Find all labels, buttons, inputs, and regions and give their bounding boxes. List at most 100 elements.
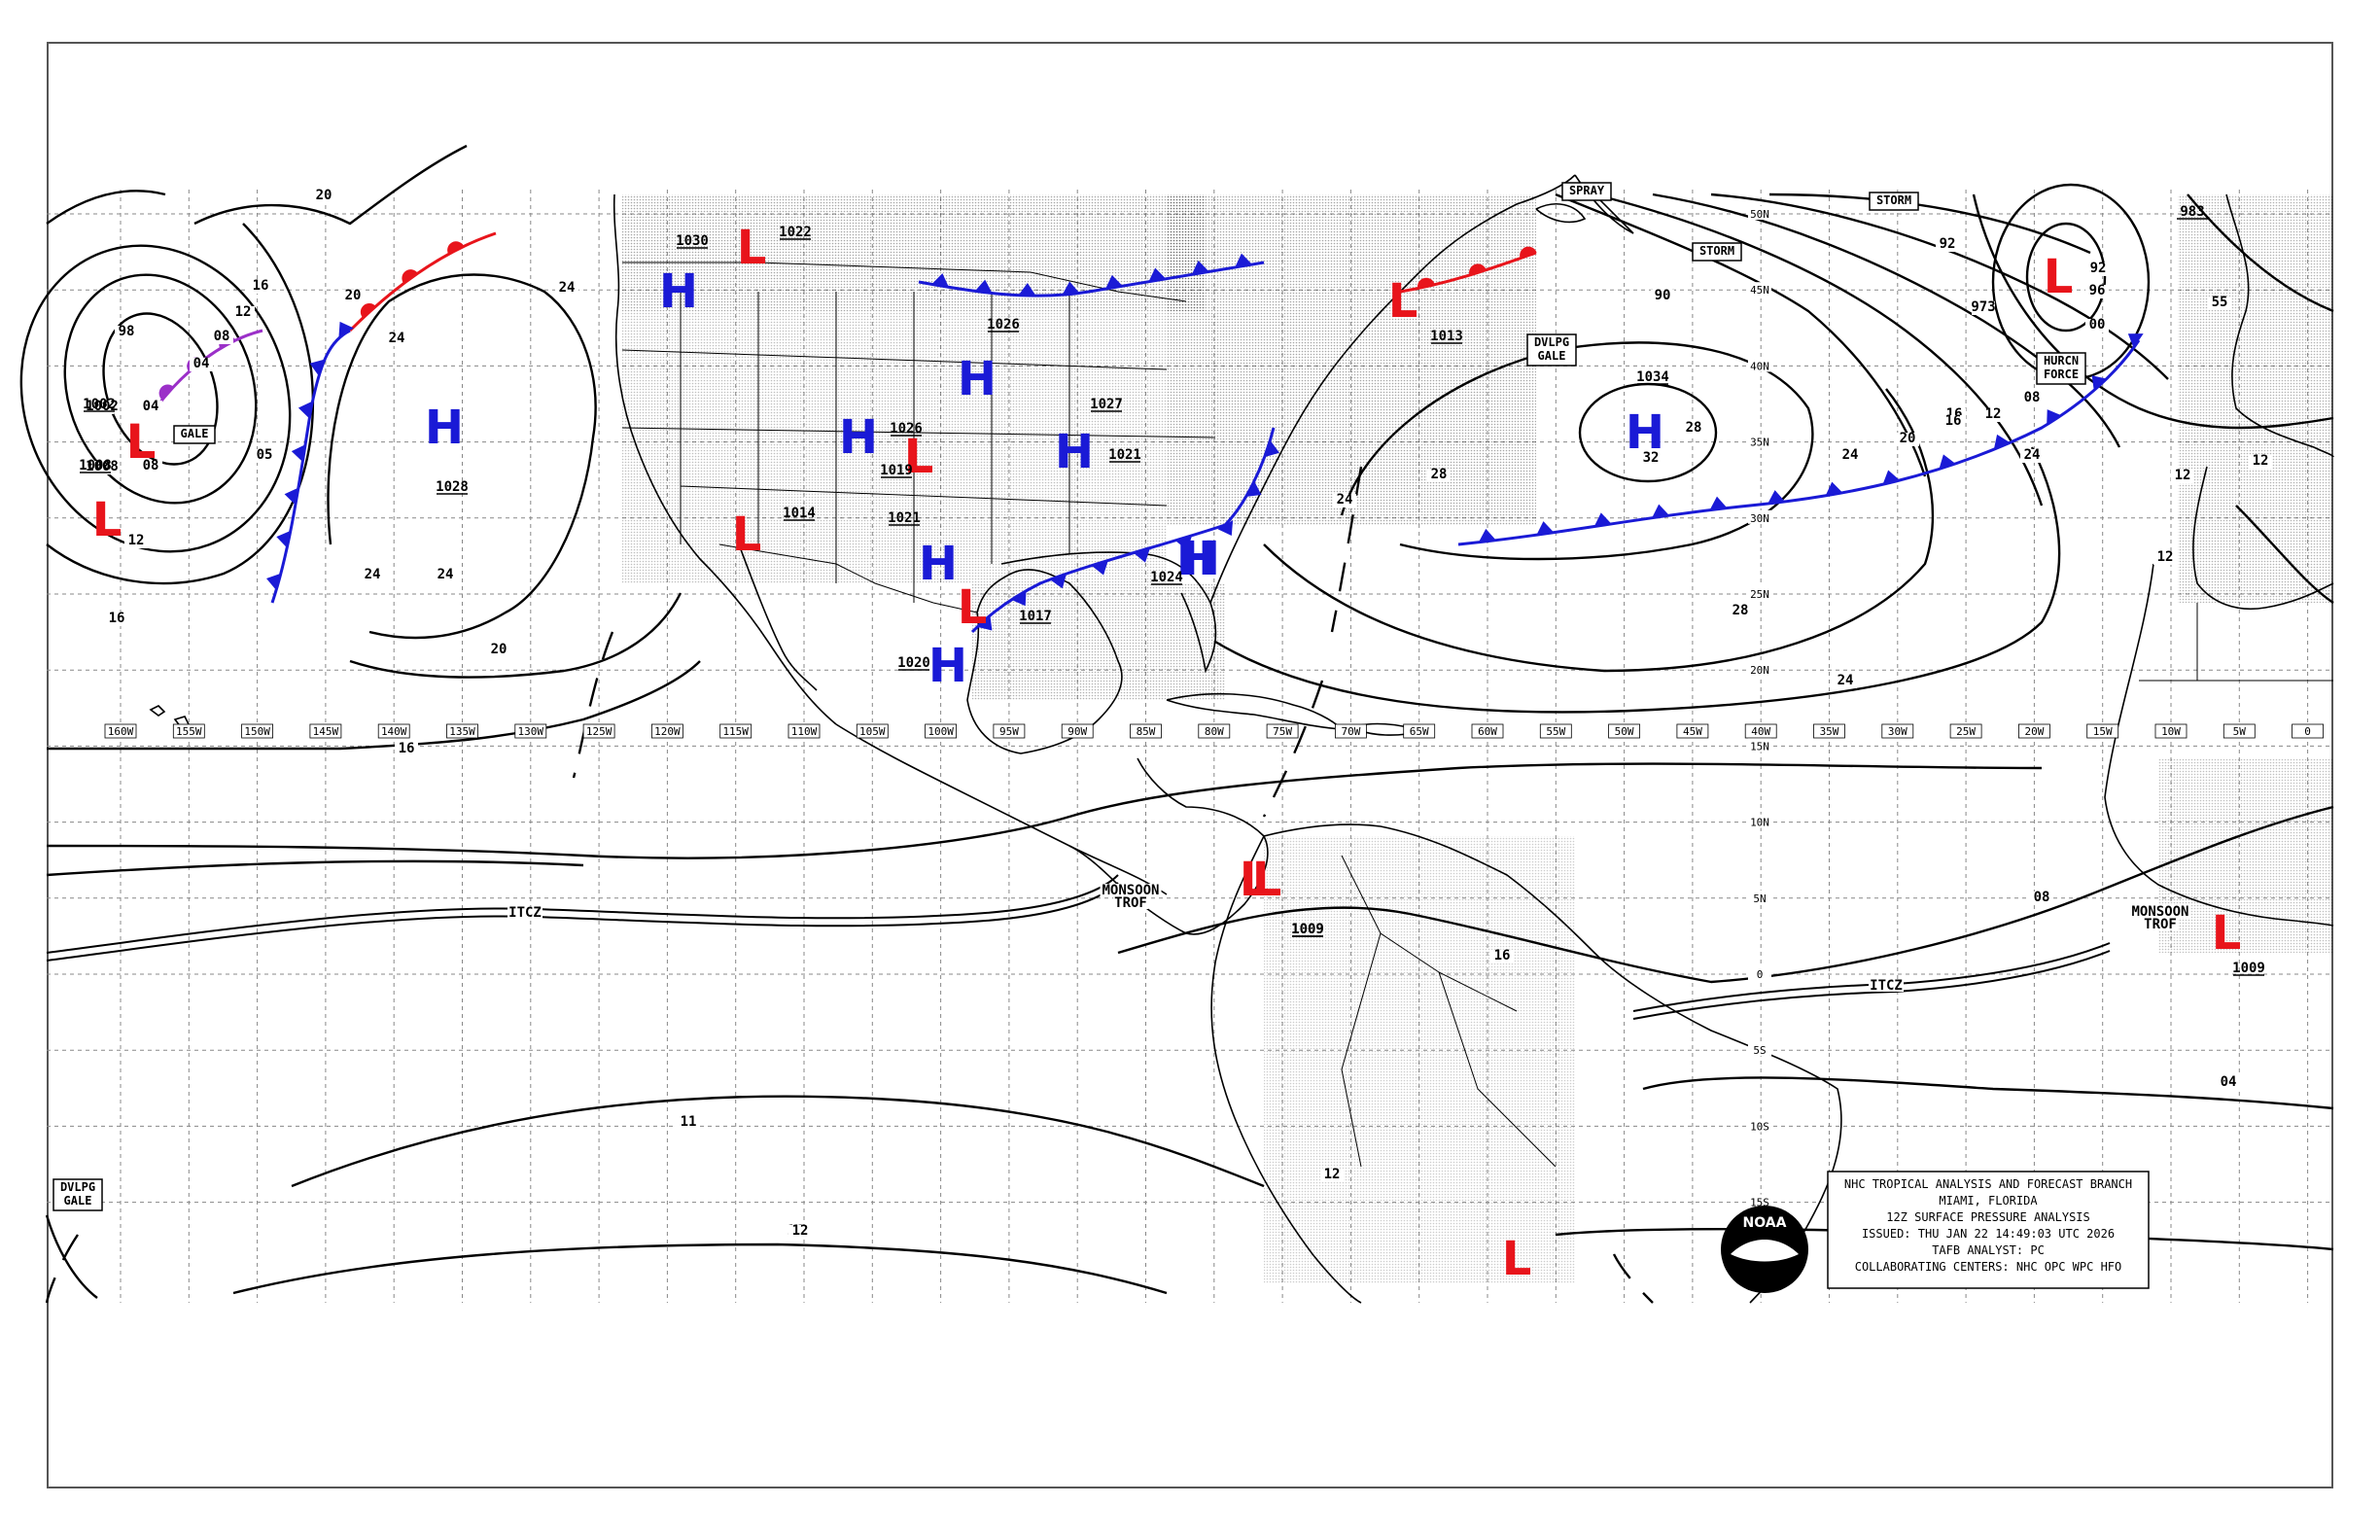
low-pressure-center: L [2212,906,2242,961]
low-pressure-center: L [126,415,157,470]
high-pressure-center: H [839,410,878,465]
high-pressure-center: H [425,401,464,455]
center-pressure-value: 1020 [897,655,930,671]
isobar-label: 20 [345,288,362,303]
low-pressure-center: L [1502,1232,1532,1286]
credit-line: NHC TROPICAL ANALYSIS AND FORECAST BRANC… [1844,1177,2132,1191]
lon-label: 45W [1683,725,1702,738]
lon-label: 20W [2024,725,2044,738]
high-pressure-center: H [958,352,997,406]
lon-label: 115W [722,725,749,738]
lat-label: 30N [1750,512,1769,525]
isobar-label: 05 [257,447,273,463]
warning-labels: SPRAYSTORMSTORMDVLPGGALEGALEHURCNFORCEDV… [52,182,2086,1211]
low-pressure-center: L [1240,853,1270,907]
isobar-label: 55 [2212,295,2228,310]
high-pressure-center: H [1181,532,1220,586]
lon-label: 15W [2093,725,2113,738]
isobar-label: 04 [143,399,159,414]
lat-label: 20N [1750,664,1769,677]
lon-label: 85W [1137,725,1156,738]
warning-label: STORM [1692,242,1742,262]
svg-text:DVLPG: DVLPG [60,1180,95,1194]
low-pressure-center: L [732,508,762,562]
center-pressure-value: 983 [2180,204,2204,220]
feature-label: ITCZ [1870,978,1903,994]
isobar-label: 24 [1337,492,1353,508]
isobar-label: 24 [559,280,576,296]
low-pressure-center: L [126,415,157,470]
svg-text:STORM: STORM [1699,244,1734,258]
center-pressure-value: 1026 [987,317,1020,332]
lat-label: 5S [1753,1044,1766,1057]
isobar-label: 24 [389,331,405,346]
newfoundland [1535,203,1587,224]
high-pressure-center: H [919,537,958,591]
center-pressure-value: 1013 [1430,329,1463,344]
lat-label: 0 [1757,968,1764,981]
center-pressure-value: 1014 [783,506,816,521]
center-pressure-value: 1017 [1019,609,1052,624]
svg-text:HURCN: HURCN [2044,354,2079,368]
svg-text:GALE: GALE [64,1194,92,1208]
feature-label: ITCZ [508,905,542,921]
isobar-label: 92 [2090,261,2107,276]
lon-label: 135W [449,725,475,738]
high-pressure-center: H [1176,532,1215,586]
credit-line: COLLABORATING CENTERS: NHC OPC WPC HFO [1855,1260,2122,1274]
svg-text:FORCE: FORCE [2044,368,2079,381]
svg-text:GALE: GALE [1538,349,1566,363]
lat-label: 35N [1750,437,1769,449]
svg-text:DVLPG: DVLPG [1534,335,1569,349]
lon-label: 160W [108,725,134,738]
lat-label: 25N [1750,588,1769,601]
central-america [1068,757,1269,935]
isobar-label: 92 [1940,236,1956,252]
lon-label: 110W [791,725,818,738]
lon-label: 55W [1546,725,1565,738]
isobar-label: 24 [438,567,454,582]
lon-label: 120W [654,725,681,738]
lon-label: 140W [381,725,407,738]
feature-label: TROF [2144,917,2177,932]
warning-label: SPRAY [1561,182,1612,201]
isobar-label: 12 [1324,1167,1341,1182]
isobar-label: 24 [2024,447,2041,463]
lon-label: 100W [928,725,954,738]
isobar-label: 24 [1838,673,1854,688]
isobar-label: 16 [253,278,269,294]
isobar-label: 16 [1494,948,1511,963]
center-pressure-value: 1034 [1636,369,1669,385]
center-pressure-value: 1009 [1291,922,1324,937]
center-pressure-value: 1008 [79,458,112,473]
isobar-label: 973 [1971,299,1995,315]
center-pressure-value: 1024 [1150,570,1183,585]
lon-label: 40W [1751,725,1770,738]
isobar-label: 24 [1842,447,1859,463]
warning-label: GALE [173,425,216,444]
lat-label: 50N [1750,208,1769,221]
center-pressure-value: 1009 [1291,922,1324,937]
low-pressure-center: L [1252,853,1282,907]
lon-label: 0 [2304,725,2311,738]
low-pressure-center: L [2044,250,2074,304]
center-pressure-value: 1022 [779,225,812,240]
isobar-label: 32 [1643,450,1660,466]
lon-label: 60W [1478,725,1497,738]
isobar-label: 11 [681,1114,697,1130]
isobar-label: 12 [792,1223,809,1239]
center-pressure-value: 1021 [1108,447,1141,463]
feature-label: MONSOON [1102,883,1159,898]
low-pressure-center: L [904,430,934,484]
isobar-label: 12 [1985,406,2002,422]
front-symbols [158,241,2144,631]
isobar-label: 08 [2034,890,2050,905]
high-pressure-center: H [1055,425,1094,479]
center-pressure-value: 1019 [880,463,913,478]
isobar-label: 20 [316,188,332,203]
